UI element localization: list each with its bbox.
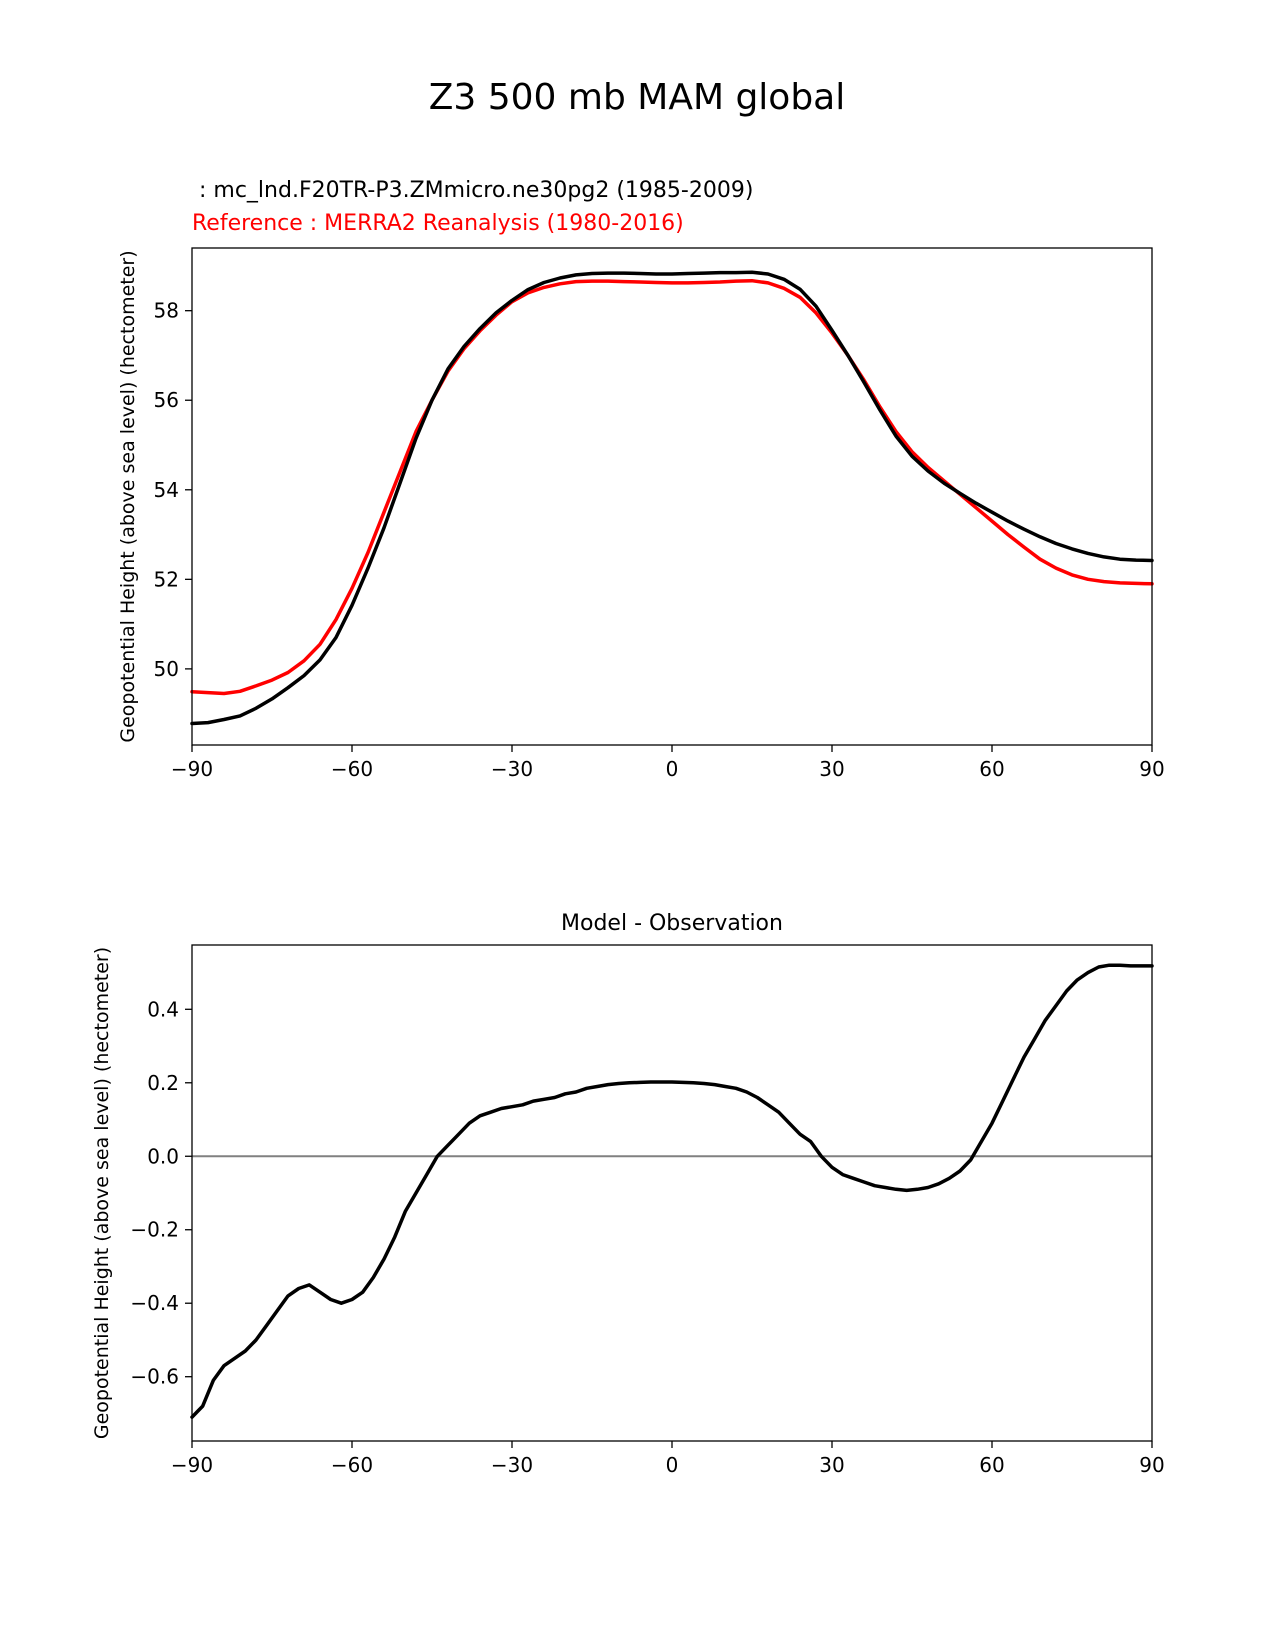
- bottom-plot-frame: [191, 944, 1153, 1442]
- bottom-y-tick-label: 0.2: [147, 1071, 179, 1095]
- reference-label: Reference : MERRA2 Reanalysis (1980-2016…: [192, 211, 684, 236]
- difference-title: Model - Observation: [561, 911, 783, 936]
- top-series-layer: [190, 270, 1154, 726]
- bottom-y-tick-label: −0.2: [130, 1218, 179, 1242]
- top-y-axis-label: Geopotential Height (above sea level) (h…: [117, 250, 139, 742]
- bottom-panel: Model - Observation −90 −60 −30 0 30 60 90 −0.6…: [91, 911, 1165, 1477]
- bottom-y-tick-label: 0.0: [147, 1144, 179, 1168]
- top-y-tick-label: 52: [154, 567, 179, 591]
- top-series-test: [190, 270, 1154, 726]
- bottom-x-tick-label: −60: [331, 1453, 373, 1477]
- bottom-series-model-observation: [190, 963, 1154, 1419]
- bottom-ticks-layer: −90 −60 −30 0 30 60 90 −0.6 −0.4 −0.2 0.0 0.2 0.4: [130, 997, 1164, 1477]
- top-x-tick-label: −60: [331, 757, 373, 781]
- top-plot-frame: [191, 247, 1153, 746]
- top-x-tick-label: −90: [171, 757, 213, 781]
- top-x-tick-label: 0: [666, 757, 679, 781]
- top-y-tick-label: 54: [154, 478, 179, 502]
- bottom-x-tick-label: 90: [1139, 1453, 1164, 1477]
- top-y-tick-label: 50: [154, 657, 179, 681]
- top-panel: : mc_lnd.F20TR-P3.ZMmicro.ne30pg2 (1985-…: [117, 178, 1165, 781]
- bottom-x-tick-label: −30: [491, 1453, 533, 1477]
- bottom-y-tick-label: −0.4: [130, 1291, 179, 1315]
- bottom-y-axis-label: Geopotential Height (above sea level) (h…: [91, 947, 113, 1439]
- top-x-tick-label: −30: [491, 757, 533, 781]
- bottom-series-layer: [190, 963, 1154, 1419]
- test-case-label: : mc_lnd.F20TR-P3.ZMmicro.ne30pg2 (1985-…: [192, 178, 753, 203]
- bottom-x-tick-label: −90: [171, 1453, 213, 1477]
- top-y-tick-label: 56: [154, 388, 179, 412]
- top-series-reference: [190, 278, 1154, 696]
- top-ticks-layer: −90 −60 −30 0 30 60 90 50 52 54 56 58: [154, 299, 1165, 781]
- figure-title: Z3 500 mb MAM global: [429, 77, 846, 118]
- top-x-tick-label: 60: [979, 757, 1004, 781]
- top-y-tick-label: 58: [154, 299, 179, 323]
- bottom-x-tick-label: 30: [819, 1453, 844, 1477]
- bottom-x-tick-label: 0: [666, 1453, 679, 1477]
- bottom-y-tick-label: −0.6: [130, 1365, 179, 1389]
- top-x-tick-label: 90: [1139, 757, 1164, 781]
- bottom-y-tick-label: 0.4: [147, 997, 179, 1021]
- top-x-tick-label: 30: [819, 757, 844, 781]
- bottom-x-tick-label: 60: [979, 1453, 1004, 1477]
